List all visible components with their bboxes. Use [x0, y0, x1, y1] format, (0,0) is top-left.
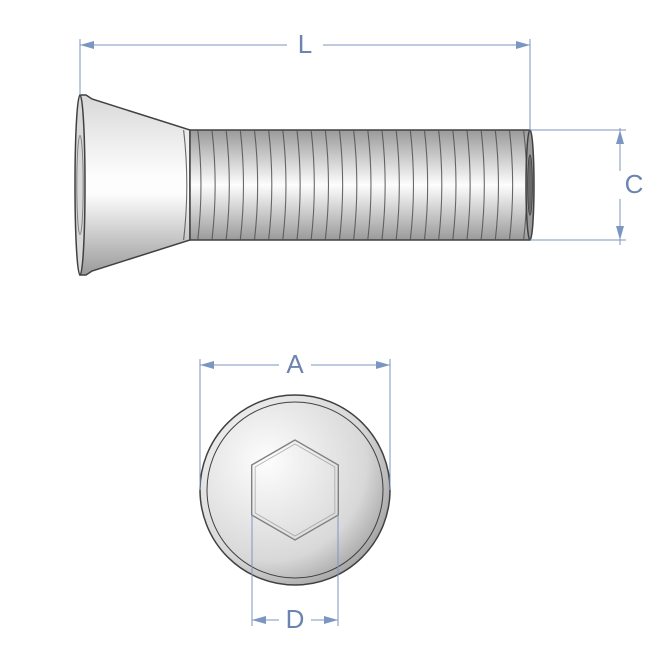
screw-side-view [75, 95, 534, 275]
screw-end-view [200, 395, 390, 585]
dimension-L: L [80, 27, 530, 130]
dimension-C: C [530, 128, 644, 245]
label-C: C [625, 169, 644, 199]
label-D: D [286, 604, 305, 634]
label-A: A [286, 349, 304, 379]
label-L: L [298, 29, 312, 59]
technical-drawing: L C A D [0, 0, 670, 670]
